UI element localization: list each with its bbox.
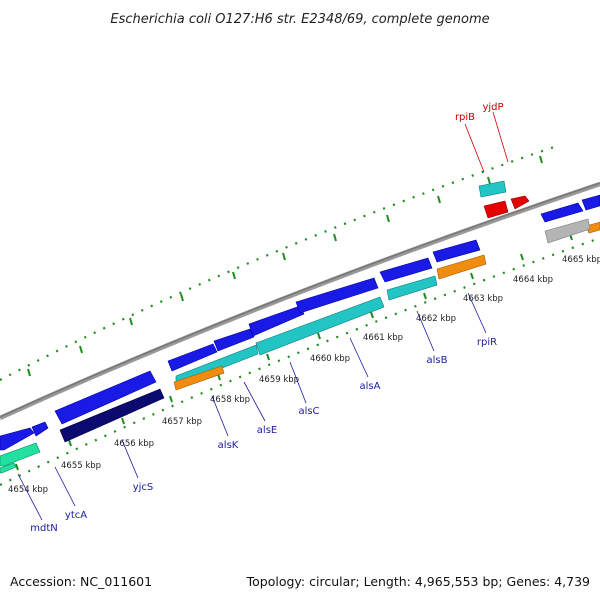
gene-arrow bbox=[379, 257, 433, 283]
leader-mdtN bbox=[17, 473, 43, 521]
outer-tick-mark bbox=[437, 195, 441, 204]
label-leaders bbox=[17, 111, 509, 521]
tick-label: 4654 kbp bbox=[8, 485, 48, 495]
backbone bbox=[0, 181, 600, 421]
gene-arrow bbox=[248, 305, 305, 337]
gene-label-yjdP: yjdP bbox=[482, 102, 503, 113]
gene-arrow bbox=[295, 277, 379, 314]
leader-alsB bbox=[416, 310, 435, 352]
summary-text: Topology: circular; Length: 4,965,553 bp… bbox=[246, 574, 590, 589]
tick-mark bbox=[266, 353, 270, 361]
gene-arrow bbox=[31, 421, 49, 437]
gene-arrow-cyan bbox=[386, 275, 438, 301]
gene-labels-layer: mdtN ytcA yjcS alsK alsE alsC alsA alsB rpiR rpiB… bbox=[30, 102, 503, 534]
leader-yjdP bbox=[492, 111, 509, 163]
gene-label-alsB: alsB bbox=[427, 355, 448, 366]
gene-label-rpiB: rpiB bbox=[455, 112, 475, 123]
genes-layer bbox=[0, 180, 600, 474]
gene-arrow bbox=[432, 239, 481, 263]
gene-arrow-teal bbox=[0, 442, 41, 467]
tick-mark bbox=[370, 311, 374, 319]
gene-label-alsC: alsC bbox=[298, 406, 319, 417]
outer-tick-mark bbox=[129, 317, 133, 326]
gene-arrow bbox=[167, 343, 218, 372]
gene-label-alsE: alsE bbox=[257, 425, 277, 436]
tick-label: 4659 kbp bbox=[259, 375, 299, 385]
outer-tick-mark bbox=[79, 345, 83, 354]
tick-label: 4664 kbp bbox=[513, 275, 553, 285]
gene-arrow-cyan bbox=[255, 296, 385, 356]
tick-mark bbox=[317, 332, 321, 340]
gene-label-yjcS: yjcS bbox=[133, 482, 154, 493]
leader-alsA bbox=[349, 337, 369, 378]
outer-tick-mark bbox=[386, 214, 390, 223]
gene-arrow-gray bbox=[544, 218, 591, 244]
inner-dotted-line bbox=[0, 236, 600, 486]
tick-label: 4656 kbp bbox=[114, 439, 154, 449]
tick-mark bbox=[68, 439, 72, 447]
outer-tick-mark bbox=[333, 233, 337, 242]
outer-tick-mark bbox=[487, 176, 491, 185]
gene-arrow-red bbox=[510, 195, 530, 210]
gene-arrow bbox=[0, 427, 35, 451]
map-title: Escherichia coli O127:H6 str. E2348/69, … bbox=[110, 12, 489, 27]
gene-label-ytcA: ytcA bbox=[65, 510, 87, 521]
backbone-highlight bbox=[0, 182, 600, 418]
accession-text: Accession: NC_011601 bbox=[10, 574, 152, 589]
outer-tick-mark bbox=[539, 155, 543, 164]
tick-mark bbox=[169, 395, 173, 403]
gene-arrow bbox=[581, 194, 600, 211]
tick-label: 4665 kbp bbox=[562, 255, 600, 265]
tick-label: 4663 kbp bbox=[463, 294, 503, 304]
leader-rpiB bbox=[464, 123, 485, 173]
tick-mark bbox=[15, 463, 19, 471]
tick-mark bbox=[520, 253, 524, 261]
gene-arrow-orange bbox=[436, 254, 487, 280]
tick-mark bbox=[423, 292, 427, 300]
gene-label-rpiR: rpiR bbox=[477, 337, 497, 348]
tick-label: 4657 kbp bbox=[162, 417, 202, 427]
leader-alsE bbox=[243, 381, 266, 422]
gene-label-alsK: alsK bbox=[218, 440, 239, 451]
gene-arrow-orange bbox=[585, 221, 600, 234]
gene-arrow-dark bbox=[59, 388, 165, 443]
outer-tick-mark bbox=[232, 271, 236, 280]
tick-label: 4662 kbp bbox=[416, 314, 456, 324]
gene-arrow bbox=[540, 202, 584, 223]
gene-label-mdtN: mdtN bbox=[30, 523, 58, 534]
tick-label: 4661 kbp bbox=[363, 333, 403, 343]
outer-tick-mark bbox=[282, 252, 286, 261]
ticks-layer: 4654 kbp 4655 kbp 4656 kbp 4657 kbp 4658 kbp… bbox=[8, 155, 600, 495]
outer-tick-mark bbox=[180, 293, 184, 302]
gene-arrow-cyan bbox=[478, 180, 507, 198]
tick-label: 4655 kbp bbox=[61, 461, 101, 471]
gene-label-alsA: alsA bbox=[360, 381, 381, 392]
leader-yjcS bbox=[121, 439, 139, 479]
outer-tick-mark bbox=[27, 368, 31, 377]
leader-rpiR bbox=[467, 292, 487, 334]
leader-alsC bbox=[289, 361, 307, 404]
gene-arrow bbox=[54, 370, 157, 425]
leader-ytcA bbox=[54, 466, 76, 507]
gene-arrow-teal bbox=[0, 462, 17, 474]
tick-label: 4660 kbp bbox=[310, 354, 350, 364]
tick-label: 4658 kbp bbox=[210, 395, 250, 405]
gene-arrow-red bbox=[483, 200, 509, 219]
leader-alsK bbox=[211, 395, 229, 437]
tick-mark bbox=[121, 417, 125, 425]
gene-arrow-orange bbox=[173, 365, 225, 391]
tick-mark bbox=[470, 272, 474, 280]
gene-arrow bbox=[213, 328, 255, 352]
